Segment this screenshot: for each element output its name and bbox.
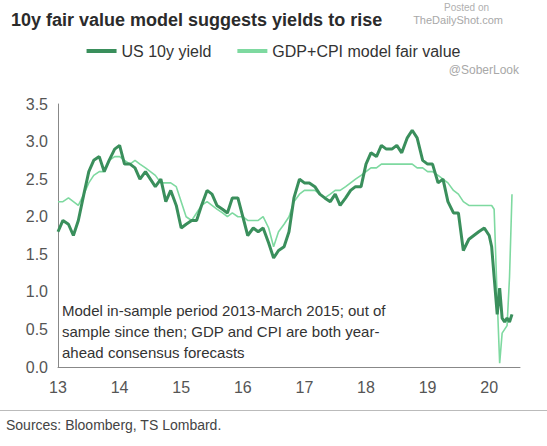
svg-text:19: 19 [419, 379, 437, 396]
svg-text:2.0: 2.0 [26, 208, 48, 225]
svg-text:18: 18 [357, 379, 375, 396]
svg-text:US 10y yield: US 10y yield [122, 43, 212, 60]
svg-text:20: 20 [480, 379, 498, 396]
svg-text:GDP+CPI model fair value: GDP+CPI model fair value [272, 43, 460, 60]
svg-text:0.5: 0.5 [26, 321, 48, 338]
svg-text:15: 15 [172, 379, 190, 396]
svg-text:17: 17 [296, 379, 314, 396]
svg-text:0.0: 0.0 [26, 359, 48, 376]
svg-text:16: 16 [234, 379, 252, 396]
svg-text:Sources: Bloomberg, TS Lombard: Sources: Bloomberg, TS Lombard. [6, 417, 221, 433]
svg-text:TheDailyShot.com: TheDailyShot.com [413, 14, 503, 26]
svg-text:13: 13 [49, 379, 67, 396]
svg-text:3.0: 3.0 [26, 133, 48, 150]
svg-text:Posted on: Posted on [444, 2, 489, 13]
svg-text:@SoberLook: @SoberLook [449, 63, 520, 77]
svg-text:2.5: 2.5 [26, 171, 48, 188]
svg-text:3.5: 3.5 [26, 96, 48, 113]
svg-text:1.0: 1.0 [26, 283, 48, 300]
svg-text:14: 14 [111, 379, 129, 396]
svg-text:sample since then; GDP and CPI: sample since then; GDP and CPI are both … [62, 323, 379, 340]
svg-text:1.5: 1.5 [26, 246, 48, 263]
svg-text:ahead consensus forecasts: ahead consensus forecasts [62, 344, 245, 361]
svg-text:Model in-sample period 2013-Ma: Model in-sample period 2013-March 2015; … [62, 302, 386, 319]
svg-text:10y fair value model suggests: 10y fair value model suggests yields to … [11, 10, 382, 30]
